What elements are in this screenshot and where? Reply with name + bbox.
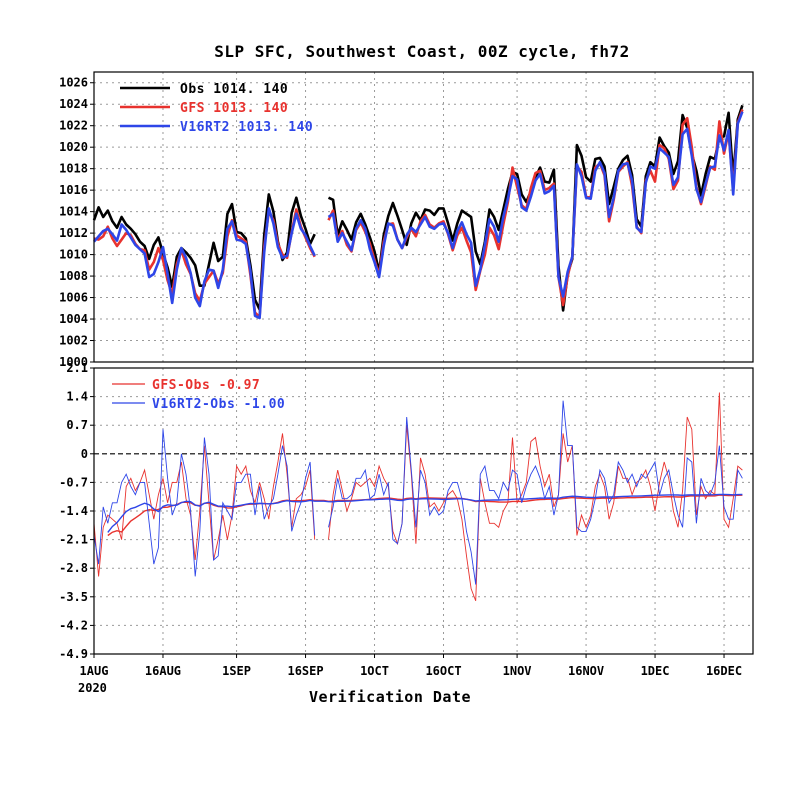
y-tick-label: 1024 [59,97,88,111]
y-tick-label: 1006 [59,291,88,305]
top-gridlines [94,72,753,362]
x-tick-label: 1AUG [80,664,109,678]
gfs-obs-legend-label: GFS-Obs -0.97 [152,378,260,393]
x-axis-title: Verification Date [309,688,471,706]
x-tick-label: 16AUG [145,664,181,678]
y-tick-label: 1004 [59,312,88,326]
bottom-gridlines [94,368,753,654]
top-panel-frame [93,71,754,363]
top-series-lines [92,104,744,320]
year-label: 2020 [78,681,107,695]
x-tick-labels: 1AUG 16AUG 1SEP 16SEP 1OCT 16OCT 1NOV 16NOV 1DEC… [80,654,742,678]
y-tick-label: 1000 [59,355,88,369]
bias-bottom-panel: -4.9 -4.2 -3.5 -2.8 -2.1 -1.4 -0.7 0 0.7 1.4 2.1 1… [59,361,753,678]
y-tick-label: 1026 [59,76,88,90]
x-tick-label: 16NOV [568,664,604,678]
y-tick-label: -1.4 [59,504,88,518]
x-tick-label: 1SEP [222,664,251,678]
y-tick-label: 2.1 [66,361,88,375]
y-tick-label: -0.7 [59,475,88,489]
v16rt2-series-line [327,111,744,298]
top-legend: Obs 1014. 140 GFS 1013. 140 V16RT2 1013. 1… [120,82,313,135]
y-tick-label: 1016 [59,183,88,197]
y-tick-label: 1008 [59,269,88,283]
gfs-legend-label: GFS 1013. 140 [180,101,288,116]
x-tick-label: 1DEC [641,664,670,678]
y-tick-label: 1020 [59,140,88,154]
v16rt2-obs-legend-label: V16RT2-Obs -1.00 [152,397,285,412]
v16rt2-obs-mean-line [107,493,743,533]
top-y-tick-labels: 1000 1002 1004 1006 1008 1010 1012 1014 1016 1018… [59,76,94,369]
y-tick-label: -2.1 [59,533,88,547]
bottom-legend: GFS-Obs -0.97 V16RT2-Obs -1.00 [112,378,285,412]
y-tick-label: 0 [81,447,88,461]
x-tick-label: 16OCT [425,664,461,678]
bottom-y-tick-labels: -4.9 -4.2 -3.5 -2.8 -2.1 -1.4 -0.7 0 0.7 1.4 2.1 [59,361,94,661]
gfs-obs-mean-line [107,494,743,537]
y-tick-label: 1012 [59,226,88,240]
v16rt2-obs-daily-line [93,429,316,577]
x-tick-label: 1NOV [503,664,532,678]
y-tick-label: 0.7 [66,418,88,432]
x-tick-label: 1OCT [360,664,389,678]
obs-legend-label: Obs 1014. 140 [180,82,288,97]
y-tick-label: -4.9 [59,647,88,661]
y-tick-label: -4.2 [59,618,88,632]
y-tick-label: 1002 [59,334,88,348]
y-tick-label: -3.5 [59,590,88,604]
y-tick-label: 1010 [59,248,88,262]
slp-top-panel: 1000 1002 1004 1006 1008 1010 1012 1014 1016 1018… [59,72,753,369]
y-tick-label: 1.4 [66,390,88,404]
v16rt2-series-line [93,207,316,320]
bottom-panel-frame [93,367,754,655]
x-tick-label: 16DEC [706,664,742,678]
y-tick-label: 1022 [59,119,88,133]
v16rt2-legend-label: V16RT2 1013. 140 [180,120,313,135]
y-tick-label: 1018 [59,162,88,176]
chart-title: SLP SFC, Southwest Coast, 00Z cycle, fh7… [214,42,629,61]
y-tick-label: -2.8 [59,561,88,575]
y-tick-label: 1014 [59,205,88,219]
bottom-series-lines [93,392,743,602]
x-tick-label: 16SEP [287,664,323,678]
